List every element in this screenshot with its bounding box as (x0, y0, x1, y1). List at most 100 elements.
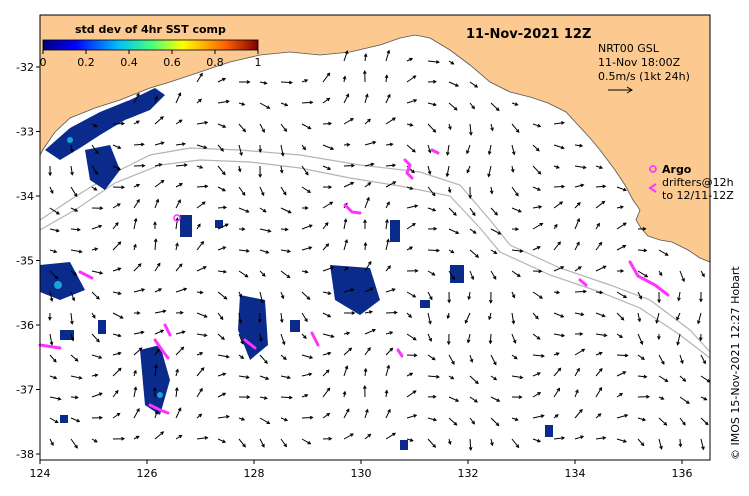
current-vector-head (260, 299, 264, 304)
current-vector (637, 291, 642, 299)
current-vector (427, 165, 431, 175)
current-vector (91, 270, 103, 274)
current-vector-head (220, 147, 224, 152)
x-tick-label: 128 (244, 467, 265, 480)
current-vector (280, 165, 283, 173)
current-vector-head (515, 192, 519, 197)
current-vector (217, 165, 226, 175)
current-vector-head (537, 123, 542, 128)
current-vector-head (676, 341, 680, 346)
current-vector (532, 186, 541, 191)
current-vector-head (646, 394, 651, 399)
current-vector-head (326, 72, 331, 77)
current-vector (196, 388, 203, 398)
credit-text: © IMOS 15-Nov-2021 12:27 Hobart (729, 266, 742, 460)
current-vector (301, 312, 308, 322)
current-vector (679, 438, 682, 447)
current-vector-head (386, 238, 390, 243)
current-vector-head (117, 145, 122, 149)
current-vector (70, 228, 80, 231)
current-vector-head (472, 230, 477, 234)
current-vector-head (267, 229, 272, 233)
current-vector-head (474, 84, 479, 88)
current-vector-head (367, 347, 371, 351)
current-vector-head (386, 364, 391, 369)
current-vector-head (327, 166, 332, 170)
current-vector (574, 389, 579, 398)
current-vector-head (414, 268, 419, 273)
current-vector (154, 96, 158, 104)
current-vector (280, 396, 292, 399)
current-vector-head (699, 298, 703, 303)
current-vector (364, 409, 369, 419)
current-vector (469, 81, 478, 88)
current-vector-head (450, 375, 455, 380)
current-vector (679, 354, 684, 364)
current-vector-head (471, 105, 475, 110)
current-vector-head (155, 198, 160, 203)
current-vector (280, 291, 284, 299)
current-vector (385, 117, 396, 125)
current-vector (616, 291, 627, 298)
current-vector-head (238, 319, 243, 324)
current-vector (322, 352, 331, 356)
colorbar-tick-label: 0.2 (77, 56, 95, 69)
current-vector-head (219, 316, 224, 321)
current-vector (238, 186, 246, 196)
current-vector (343, 366, 348, 377)
current-vector-head (637, 318, 642, 323)
current-vector-head (492, 275, 497, 280)
current-vector-head (308, 372, 313, 377)
current-vector-head (156, 348, 160, 353)
current-vector-head (283, 128, 288, 133)
current-vector (217, 438, 226, 443)
current-vector (154, 163, 162, 167)
current-vector-head (304, 269, 309, 274)
current-vector (469, 102, 475, 109)
current-vector-head (433, 226, 438, 231)
current-vector (511, 333, 516, 344)
current-vector-head (153, 387, 157, 391)
current-vector (427, 375, 439, 378)
current-vector-head (304, 393, 309, 398)
current-vector (637, 375, 647, 378)
current-vector-head (579, 408, 583, 413)
current-vector-head (204, 436, 209, 440)
current-vector-head (241, 417, 246, 421)
current-vector-head (561, 184, 566, 189)
current-vector (385, 432, 396, 440)
current-vector-head (657, 336, 661, 341)
current-vector-head (366, 196, 370, 201)
current-vector-head (286, 249, 292, 253)
current-vector-head (368, 310, 373, 314)
current-vector (679, 417, 686, 426)
current-vector-head (307, 189, 312, 193)
current-vector-head (327, 313, 332, 318)
current-vector (490, 228, 501, 235)
current-vector (511, 207, 522, 213)
current-vector-head (580, 183, 585, 188)
current-vector (364, 347, 371, 356)
current-vector-head (561, 333, 566, 338)
current-vector (259, 186, 265, 196)
current-vector (175, 369, 179, 377)
currents-legend-scale: 0.5m/s (1kt 24h) (598, 70, 690, 83)
current-vector (427, 270, 435, 276)
current-vector (427, 207, 436, 211)
land-mass (39, 14, 711, 263)
current-vector-head (602, 184, 607, 189)
x-tick-label: 126 (137, 467, 158, 480)
current-vector-head (308, 224, 313, 228)
current-vector-head (50, 190, 54, 195)
current-vector-head (241, 227, 246, 231)
current-vector (637, 354, 645, 360)
current-vector (175, 218, 178, 230)
current-vector-head (540, 414, 545, 418)
current-vector-head (114, 389, 119, 394)
current-vector (427, 333, 432, 342)
current-vector (154, 239, 157, 251)
current-vector-head (222, 187, 226, 192)
current-vector (490, 438, 493, 446)
current-vector-head (515, 444, 520, 449)
current-vector-head (493, 250, 498, 255)
